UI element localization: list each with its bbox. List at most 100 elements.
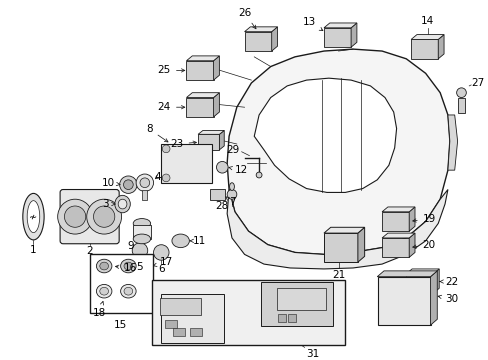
Circle shape (216, 161, 227, 173)
Circle shape (226, 189, 236, 199)
Polygon shape (254, 78, 396, 193)
Polygon shape (437, 35, 443, 59)
Polygon shape (410, 35, 443, 40)
Text: 7: 7 (225, 197, 235, 207)
Bar (457, 98, 464, 113)
Ellipse shape (23, 193, 44, 240)
Bar (165, 320, 177, 328)
Polygon shape (271, 27, 277, 51)
Ellipse shape (133, 234, 150, 244)
Text: 1: 1 (30, 245, 37, 255)
Bar (209, 189, 225, 200)
Text: 5: 5 (136, 262, 143, 272)
Polygon shape (198, 130, 224, 134)
Text: 22: 22 (439, 276, 457, 287)
Polygon shape (213, 93, 219, 117)
Polygon shape (406, 274, 432, 293)
Polygon shape (213, 56, 219, 80)
Polygon shape (219, 130, 224, 150)
Circle shape (86, 199, 122, 234)
Polygon shape (324, 233, 357, 262)
Polygon shape (198, 134, 219, 150)
Text: 26: 26 (238, 8, 255, 29)
Text: 8: 8 (146, 124, 168, 142)
Circle shape (162, 174, 170, 182)
Text: 21: 21 (331, 270, 345, 280)
Text: 11: 11 (190, 236, 206, 246)
Text: 28: 28 (215, 201, 228, 211)
Ellipse shape (27, 201, 40, 233)
Polygon shape (226, 189, 447, 269)
Circle shape (93, 206, 115, 227)
Polygon shape (186, 98, 213, 117)
Ellipse shape (229, 183, 234, 190)
Polygon shape (381, 212, 408, 231)
Text: 15: 15 (114, 320, 127, 330)
Text: 12: 12 (228, 165, 247, 175)
Ellipse shape (456, 88, 466, 98)
Text: 4: 4 (154, 172, 161, 182)
Bar (160, 298, 201, 315)
Text: 10: 10 (102, 178, 120, 188)
Ellipse shape (118, 199, 127, 209)
Ellipse shape (124, 287, 132, 295)
Bar (277, 288, 325, 310)
Polygon shape (410, 40, 437, 59)
Polygon shape (186, 61, 213, 80)
Bar (190, 328, 202, 336)
Polygon shape (357, 227, 364, 262)
Circle shape (162, 145, 170, 153)
Circle shape (64, 206, 85, 227)
Ellipse shape (121, 259, 136, 273)
Ellipse shape (96, 259, 112, 273)
Circle shape (132, 243, 147, 258)
Bar (260, 282, 332, 325)
Circle shape (120, 176, 137, 193)
Text: 25: 25 (158, 66, 184, 75)
Polygon shape (186, 56, 219, 61)
Circle shape (140, 178, 149, 188)
Ellipse shape (124, 262, 132, 270)
Ellipse shape (121, 284, 136, 298)
Circle shape (58, 199, 92, 234)
Text: 9: 9 (127, 241, 134, 251)
Polygon shape (432, 269, 438, 293)
Text: 29: 29 (226, 145, 239, 155)
Text: 27: 27 (470, 78, 484, 88)
Text: 16: 16 (115, 263, 137, 273)
Text: 14: 14 (420, 16, 433, 26)
Polygon shape (244, 32, 271, 51)
Text: 23: 23 (170, 139, 196, 149)
Text: ≁: ≁ (29, 212, 38, 222)
Polygon shape (244, 27, 277, 32)
Polygon shape (447, 115, 457, 170)
Ellipse shape (100, 287, 108, 295)
Circle shape (123, 180, 133, 189)
Text: 20: 20 (412, 240, 435, 250)
Bar (287, 314, 295, 322)
Bar (151, 280, 345, 346)
Text: 6: 6 (158, 264, 164, 274)
FancyBboxPatch shape (60, 189, 119, 244)
Text: 24: 24 (158, 102, 184, 112)
Bar (161, 294, 224, 342)
Polygon shape (381, 207, 414, 212)
Bar (89, 255, 152, 312)
Polygon shape (226, 49, 449, 255)
Text: 19: 19 (412, 213, 435, 224)
Bar (278, 314, 285, 322)
Text: 17: 17 (153, 257, 172, 267)
Polygon shape (381, 233, 414, 238)
Bar (133, 225, 150, 239)
Text: 3: 3 (102, 199, 115, 209)
Ellipse shape (96, 284, 112, 298)
Polygon shape (381, 238, 408, 257)
Polygon shape (324, 23, 356, 28)
Bar (142, 190, 147, 200)
Polygon shape (324, 227, 364, 233)
Ellipse shape (115, 195, 130, 213)
Circle shape (153, 245, 169, 260)
Circle shape (256, 172, 262, 178)
Ellipse shape (100, 262, 108, 270)
Circle shape (136, 174, 153, 192)
